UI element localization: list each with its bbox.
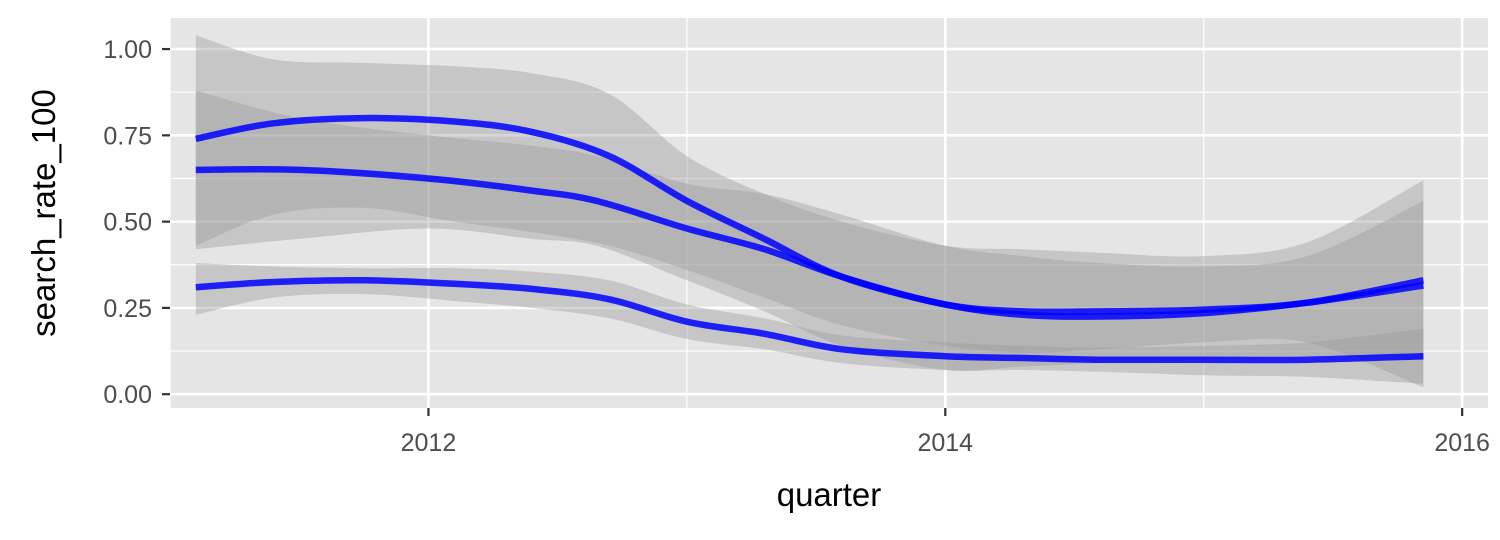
smooth-lines xyxy=(195,114,1425,364)
y-tick-label: 0.75 xyxy=(103,122,152,150)
confidence-band-1 xyxy=(195,35,1424,388)
smooth-line-1 xyxy=(195,114,1424,320)
plot-panel xyxy=(170,18,1488,408)
confidence-band-2 xyxy=(195,90,1424,372)
minor-gridlines xyxy=(169,18,1488,408)
x-tick-label: 2014 xyxy=(917,429,973,457)
y-axis: 0.00 0.25 0.50 0.75 1.00 xyxy=(103,36,170,409)
smooth-line-2 xyxy=(195,165,1425,316)
smooth-line-3 xyxy=(195,276,1424,364)
y-axis-title: search_rate_100 xyxy=(25,89,62,337)
y-tick-label: 1.00 xyxy=(103,36,152,64)
x-axis: 2012 2014 2016 xyxy=(401,408,1490,457)
x-tick-label: 2012 xyxy=(401,429,457,457)
y-tick-label: 0.00 xyxy=(103,381,152,409)
confidence-ribbons xyxy=(195,35,1424,388)
confidence-band-3 xyxy=(195,263,1424,384)
y-tick-label: 0.25 xyxy=(103,295,152,323)
x-axis-title: quarter xyxy=(777,476,882,513)
y-tick-label: 0.50 xyxy=(103,209,152,237)
x-tick-label: 2016 xyxy=(1434,429,1490,457)
